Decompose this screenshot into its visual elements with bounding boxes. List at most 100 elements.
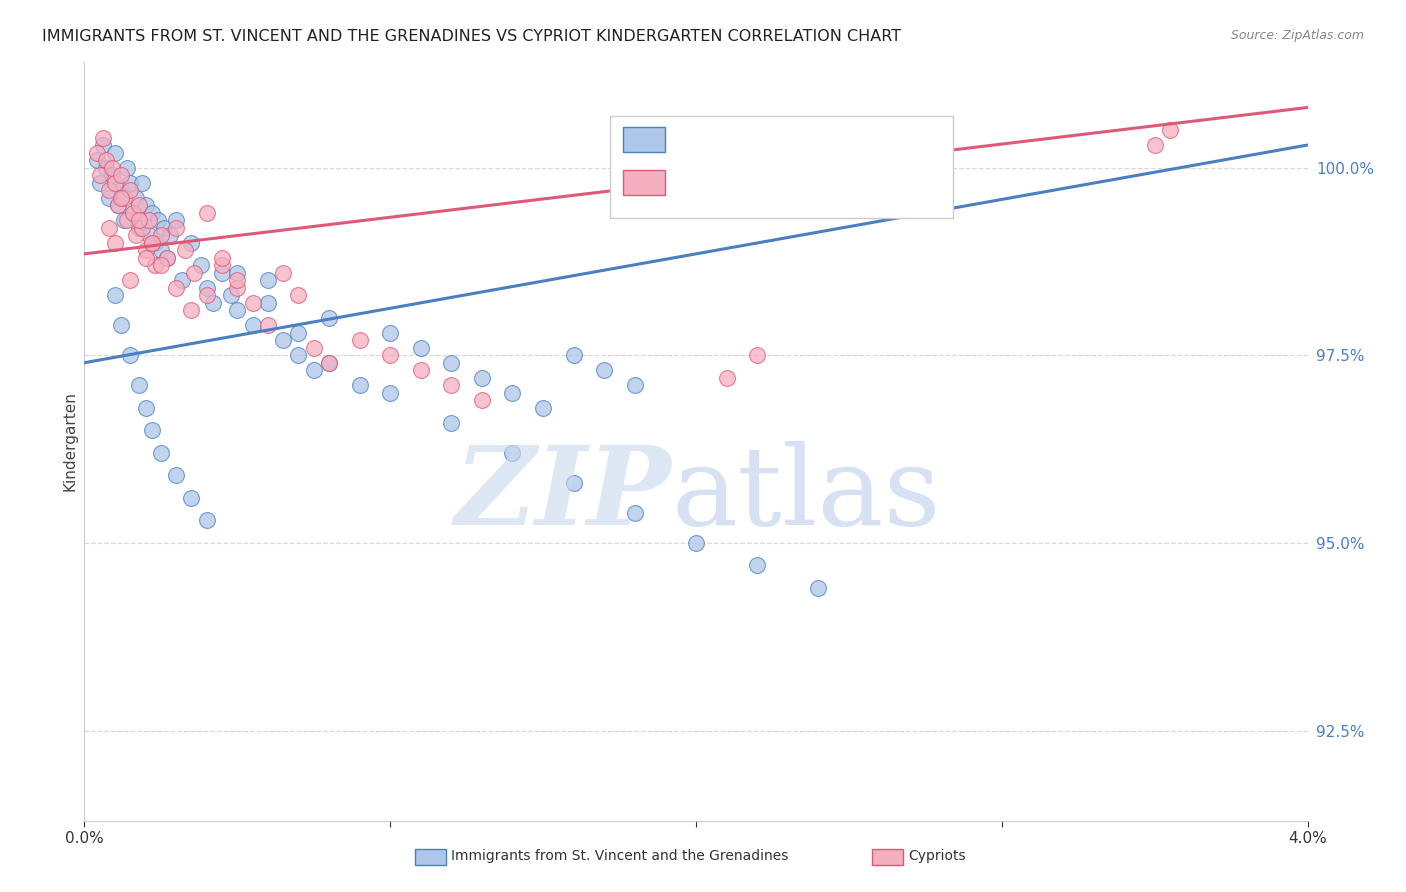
Point <box>242 318 264 333</box>
Point <box>318 356 340 370</box>
Point <box>128 198 150 212</box>
Text: ZIP: ZIP <box>456 441 672 549</box>
Point <box>562 348 585 362</box>
Point <box>807 581 830 595</box>
FancyBboxPatch shape <box>623 170 665 195</box>
Point <box>131 220 153 235</box>
Point <box>271 333 294 347</box>
Point <box>242 295 264 310</box>
Point <box>120 183 142 197</box>
Point <box>180 491 202 505</box>
Point <box>104 288 127 302</box>
Point <box>624 506 647 520</box>
Point <box>1159 123 1181 137</box>
Point <box>226 303 249 318</box>
Point <box>440 416 463 430</box>
Point <box>131 176 153 190</box>
Point <box>107 198 129 212</box>
Point <box>180 303 202 318</box>
Point <box>94 161 117 175</box>
Point <box>104 235 127 250</box>
Point <box>502 446 524 460</box>
Point <box>110 190 132 204</box>
Point <box>211 251 233 265</box>
Point <box>165 220 187 235</box>
Point <box>135 198 157 212</box>
FancyBboxPatch shape <box>610 115 953 218</box>
Point <box>97 220 120 235</box>
Point <box>91 130 114 145</box>
Point <box>110 168 132 182</box>
Text: R =  0.393   N = 72: R = 0.393 N = 72 <box>675 131 852 149</box>
Point <box>120 176 142 190</box>
Point <box>257 318 280 333</box>
Point <box>190 258 212 272</box>
Point <box>747 558 769 573</box>
Point <box>747 348 769 362</box>
Point <box>156 251 179 265</box>
Point <box>195 205 218 219</box>
Point <box>110 183 132 197</box>
Point <box>115 161 138 175</box>
Point <box>1143 138 1166 153</box>
Point <box>380 385 402 400</box>
Point <box>138 213 160 227</box>
Point <box>318 310 340 325</box>
Point <box>135 251 157 265</box>
Text: Immigrants from St. Vincent and the Grenadines: Immigrants from St. Vincent and the Gren… <box>451 849 789 863</box>
Point <box>86 145 108 160</box>
Point <box>128 378 150 392</box>
Point <box>302 363 325 377</box>
Point <box>195 513 218 527</box>
Point <box>201 295 224 310</box>
Point <box>112 213 135 227</box>
Point <box>125 190 148 204</box>
Point <box>122 205 145 219</box>
Point <box>174 243 197 257</box>
Point <box>271 266 294 280</box>
Point <box>219 288 242 302</box>
Point <box>195 288 218 302</box>
Text: Cypriots: Cypriots <box>908 849 966 863</box>
Point <box>104 176 127 190</box>
Point <box>141 235 163 250</box>
Point <box>593 363 616 377</box>
Point <box>380 326 402 340</box>
Point <box>122 205 145 219</box>
Point <box>624 378 647 392</box>
Point <box>149 228 172 243</box>
Point <box>287 288 309 302</box>
Point <box>165 468 187 483</box>
Point <box>257 273 280 287</box>
Point <box>440 378 463 392</box>
Point <box>141 205 163 219</box>
Text: IMMIGRANTS FROM ST. VINCENT AND THE GRENADINES VS CYPRIOT KINDERGARTEN CORRELATI: IMMIGRANTS FROM ST. VINCENT AND THE GREN… <box>42 29 901 44</box>
Point <box>226 266 249 280</box>
Point <box>172 273 194 287</box>
Point <box>149 243 172 257</box>
Point <box>149 258 172 272</box>
Point <box>128 220 150 235</box>
Point <box>211 258 233 272</box>
Point <box>86 153 108 167</box>
Point <box>287 348 309 362</box>
Point <box>440 356 463 370</box>
Point <box>107 198 129 212</box>
Y-axis label: Kindergarten: Kindergarten <box>62 392 77 491</box>
Point <box>349 378 371 392</box>
Point <box>135 401 157 415</box>
Point <box>287 326 309 340</box>
Point <box>153 220 176 235</box>
Point <box>91 138 114 153</box>
Point <box>685 536 707 550</box>
Point <box>89 176 111 190</box>
Point <box>471 370 494 384</box>
Point <box>120 348 142 362</box>
Point <box>165 280 187 294</box>
Point <box>94 153 117 167</box>
Point <box>165 213 187 227</box>
Point <box>302 341 325 355</box>
Point <box>120 273 142 287</box>
Point <box>101 161 124 175</box>
Point <box>97 183 120 197</box>
